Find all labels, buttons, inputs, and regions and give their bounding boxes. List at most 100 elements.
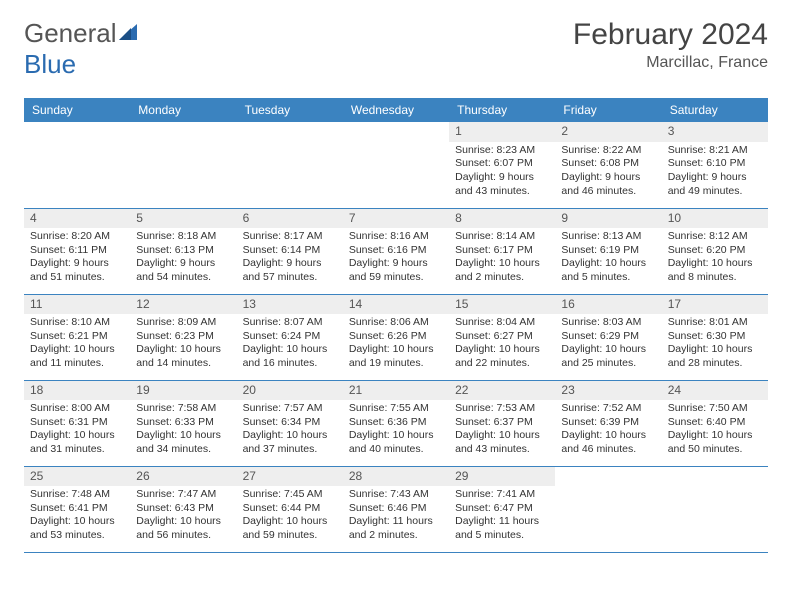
calendar-cell: 18Sunrise: 8:00 AMSunset: 6:31 PMDayligh… bbox=[24, 380, 130, 466]
day-number: 13 bbox=[237, 295, 343, 315]
cell-line: Sunrise: 7:47 AM bbox=[136, 488, 230, 502]
cell-line: and 19 minutes. bbox=[349, 357, 443, 371]
cell-line: Sunset: 6:44 PM bbox=[243, 502, 337, 516]
cell-body: Sunrise: 7:41 AMSunset: 6:47 PMDaylight:… bbox=[449, 488, 555, 547]
day-number: 28 bbox=[343, 467, 449, 487]
cell-line: and 2 minutes. bbox=[455, 271, 549, 285]
cell-line: Daylight: 11 hours bbox=[455, 515, 549, 529]
cell-line: and 34 minutes. bbox=[136, 443, 230, 457]
cell-line: Sunrise: 8:10 AM bbox=[30, 316, 124, 330]
cell-line: and 14 minutes. bbox=[136, 357, 230, 371]
cell-body: Sunrise: 8:21 AMSunset: 6:10 PMDaylight:… bbox=[662, 144, 768, 203]
title-block: February 2024 Marcillac, France bbox=[573, 18, 768, 72]
day-number: 18 bbox=[24, 381, 130, 401]
cell-body: Sunrise: 8:17 AMSunset: 6:14 PMDaylight:… bbox=[237, 230, 343, 289]
weekday-header: Friday bbox=[555, 98, 661, 122]
cell-line: Sunset: 6:07 PM bbox=[455, 157, 549, 171]
cell-body: Sunrise: 8:23 AMSunset: 6:07 PMDaylight:… bbox=[449, 144, 555, 203]
cell-line: Sunrise: 8:14 AM bbox=[455, 230, 549, 244]
cell-body: Sunrise: 8:16 AMSunset: 6:16 PMDaylight:… bbox=[343, 230, 449, 289]
cell-body: Sunrise: 8:03 AMSunset: 6:29 PMDaylight:… bbox=[555, 316, 661, 375]
weekday-header: Tuesday bbox=[237, 98, 343, 122]
day-number: 2 bbox=[555, 122, 661, 142]
cell-line: Sunset: 6:29 PM bbox=[561, 330, 655, 344]
cell-line: Sunset: 6:34 PM bbox=[243, 416, 337, 430]
calendar-cell: 21Sunrise: 7:55 AMSunset: 6:36 PMDayligh… bbox=[343, 380, 449, 466]
day-number: 9 bbox=[555, 209, 661, 229]
cell-line: Daylight: 9 hours bbox=[668, 171, 762, 185]
calendar-cell: 27Sunrise: 7:45 AMSunset: 6:44 PMDayligh… bbox=[237, 466, 343, 552]
calendar-cell: 28Sunrise: 7:43 AMSunset: 6:46 PMDayligh… bbox=[343, 466, 449, 552]
cell-body: Sunrise: 8:18 AMSunset: 6:13 PMDaylight:… bbox=[130, 230, 236, 289]
cell-line: and 43 minutes. bbox=[455, 443, 549, 457]
cell-line: Daylight: 10 hours bbox=[136, 343, 230, 357]
cell-line: and 31 minutes. bbox=[30, 443, 124, 457]
weekday-header: Thursday bbox=[449, 98, 555, 122]
cell-line: Sunset: 6:27 PM bbox=[455, 330, 549, 344]
cell-line: Sunrise: 7:45 AM bbox=[243, 488, 337, 502]
cell-line: Daylight: 10 hours bbox=[668, 429, 762, 443]
cell-line: Daylight: 9 hours bbox=[455, 171, 549, 185]
cell-line: Daylight: 9 hours bbox=[136, 257, 230, 271]
cell-line: Sunset: 6:39 PM bbox=[561, 416, 655, 430]
calendar-row: 25Sunrise: 7:48 AMSunset: 6:41 PMDayligh… bbox=[24, 466, 768, 552]
cell-line: and 46 minutes. bbox=[561, 443, 655, 457]
day-number: 7 bbox=[343, 209, 449, 229]
calendar-cell: 26Sunrise: 7:47 AMSunset: 6:43 PMDayligh… bbox=[130, 466, 236, 552]
cell-line: Sunrise: 7:57 AM bbox=[243, 402, 337, 416]
cell-line: Daylight: 11 hours bbox=[349, 515, 443, 529]
cell-line: Sunset: 6:14 PM bbox=[243, 244, 337, 258]
cell-body: Sunrise: 8:01 AMSunset: 6:30 PMDaylight:… bbox=[662, 316, 768, 375]
cell-line: Sunrise: 7:53 AM bbox=[455, 402, 549, 416]
day-number: 17 bbox=[662, 295, 768, 315]
cell-line: and 43 minutes. bbox=[455, 185, 549, 199]
cell-line: Sunset: 6:36 PM bbox=[349, 416, 443, 430]
calendar-cell: 25Sunrise: 7:48 AMSunset: 6:41 PMDayligh… bbox=[24, 466, 130, 552]
cell-line: Daylight: 10 hours bbox=[349, 429, 443, 443]
calendar-cell: 5Sunrise: 8:18 AMSunset: 6:13 PMDaylight… bbox=[130, 208, 236, 294]
calendar-cell: 22Sunrise: 7:53 AMSunset: 6:37 PMDayligh… bbox=[449, 380, 555, 466]
calendar-cell: 14Sunrise: 8:06 AMSunset: 6:26 PMDayligh… bbox=[343, 294, 449, 380]
cell-body: Sunrise: 8:13 AMSunset: 6:19 PMDaylight:… bbox=[555, 230, 661, 289]
cell-line: Sunrise: 8:01 AM bbox=[668, 316, 762, 330]
cell-line: and 49 minutes. bbox=[668, 185, 762, 199]
cell-line: Sunset: 6:23 PM bbox=[136, 330, 230, 344]
cell-body: Sunrise: 7:53 AMSunset: 6:37 PMDaylight:… bbox=[449, 402, 555, 461]
cell-line: Sunrise: 8:17 AM bbox=[243, 230, 337, 244]
cell-body: Sunrise: 8:12 AMSunset: 6:20 PMDaylight:… bbox=[662, 230, 768, 289]
cell-body: Sunrise: 7:52 AMSunset: 6:39 PMDaylight:… bbox=[555, 402, 661, 461]
cell-line: Sunrise: 8:23 AM bbox=[455, 144, 549, 158]
calendar-cell: 19Sunrise: 7:58 AMSunset: 6:33 PMDayligh… bbox=[130, 380, 236, 466]
day-number: 12 bbox=[130, 295, 236, 315]
cell-line: Sunset: 6:30 PM bbox=[668, 330, 762, 344]
cell-line: Daylight: 10 hours bbox=[455, 343, 549, 357]
weekday-header: Saturday bbox=[662, 98, 768, 122]
cell-line: Sunset: 6:37 PM bbox=[455, 416, 549, 430]
cell-line: Sunrise: 8:18 AM bbox=[136, 230, 230, 244]
cell-line: Sunrise: 7:52 AM bbox=[561, 402, 655, 416]
calendar-cell: 24Sunrise: 7:50 AMSunset: 6:40 PMDayligh… bbox=[662, 380, 768, 466]
day-number: 29 bbox=[449, 467, 555, 487]
cell-line: and 50 minutes. bbox=[668, 443, 762, 457]
cell-line: Daylight: 9 hours bbox=[243, 257, 337, 271]
cell-line: Sunset: 6:33 PM bbox=[136, 416, 230, 430]
cell-line: Sunrise: 8:07 AM bbox=[243, 316, 337, 330]
cell-body: Sunrise: 8:00 AMSunset: 6:31 PMDaylight:… bbox=[24, 402, 130, 461]
cell-line: Daylight: 10 hours bbox=[30, 515, 124, 529]
cell-line: Daylight: 10 hours bbox=[668, 257, 762, 271]
cell-line: Sunrise: 8:16 AM bbox=[349, 230, 443, 244]
cell-line: Sunset: 6:11 PM bbox=[30, 244, 124, 258]
calendar-table: SundayMondayTuesdayWednesdayThursdayFrid… bbox=[24, 98, 768, 553]
cell-line: and 11 minutes. bbox=[30, 357, 124, 371]
cell-line: Sunset: 6:08 PM bbox=[561, 157, 655, 171]
cell-line: and 16 minutes. bbox=[243, 357, 337, 371]
weekday-header-row: SundayMondayTuesdayWednesdayThursdayFrid… bbox=[24, 98, 768, 122]
cell-line: Sunset: 6:26 PM bbox=[349, 330, 443, 344]
cell-body: Sunrise: 8:09 AMSunset: 6:23 PMDaylight:… bbox=[130, 316, 236, 375]
month-title: February 2024 bbox=[573, 18, 768, 52]
calendar-cell: 12Sunrise: 8:09 AMSunset: 6:23 PMDayligh… bbox=[130, 294, 236, 380]
cell-line: Sunrise: 7:43 AM bbox=[349, 488, 443, 502]
calendar-row: 1Sunrise: 8:23 AMSunset: 6:07 PMDaylight… bbox=[24, 122, 768, 208]
cell-line: Sunset: 6:19 PM bbox=[561, 244, 655, 258]
cell-body: Sunrise: 8:20 AMSunset: 6:11 PMDaylight:… bbox=[24, 230, 130, 289]
